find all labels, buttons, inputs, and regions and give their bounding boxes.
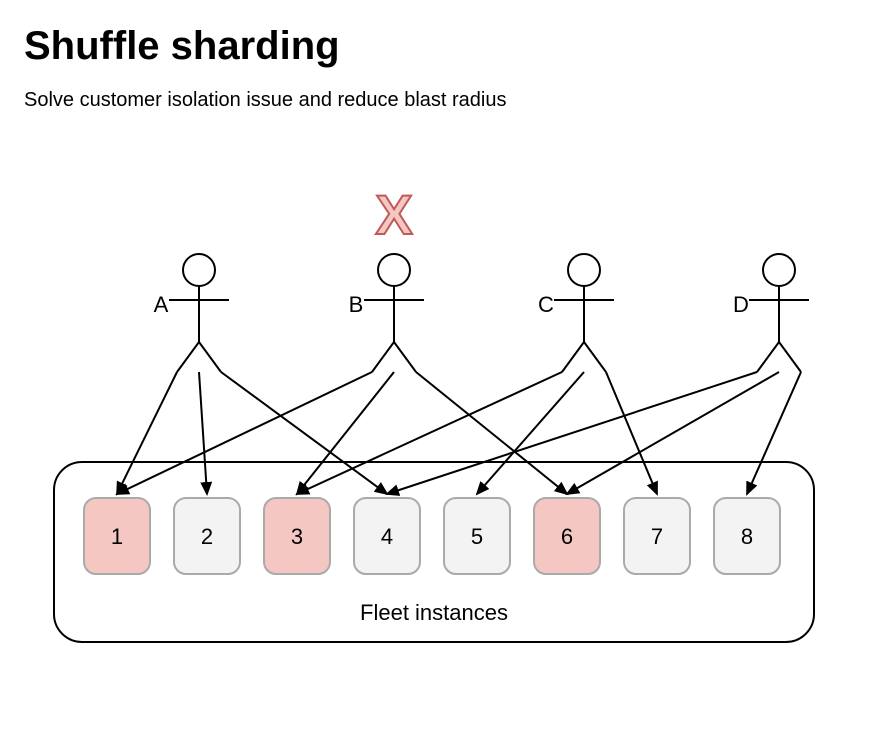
shuffle-sharding-diagram: 12345678Fleet instancesABXCD <box>24 140 860 680</box>
customer-label-B: B <box>349 292 364 317</box>
page-subtitle: Solve customer isolation issue and reduc… <box>24 89 860 112</box>
instance-label-3: 3 <box>291 524 303 549</box>
edge-B-to-6 <box>416 372 567 494</box>
instance-label-6: 6 <box>561 524 573 549</box>
edge-D-to-4 <box>387 372 757 494</box>
edge-D-to-6 <box>567 372 779 494</box>
instance-label-7: 7 <box>651 524 663 549</box>
instance-label-5: 5 <box>471 524 483 549</box>
customer-D: D <box>733 254 809 372</box>
edge-B-to-3 <box>297 372 394 494</box>
customer-B: BX <box>349 183 424 372</box>
customer-label-C: C <box>538 292 554 317</box>
fleet-label: Fleet instances <box>360 600 508 625</box>
instance-label-4: 4 <box>381 524 393 549</box>
edge-A-to-2 <box>199 372 207 494</box>
fail-marker-icon: X <box>375 183 412 246</box>
edge-C-to-7 <box>606 372 657 494</box>
customer-label-D: D <box>733 292 749 317</box>
instance-label-2: 2 <box>201 524 213 549</box>
customer-C: C <box>538 254 614 372</box>
customer-label-A: A <box>154 292 169 317</box>
edge-D-to-8 <box>747 372 801 494</box>
instance-label-8: 8 <box>741 524 753 549</box>
page-title: Shuffle sharding <box>24 24 860 69</box>
edge-A-to-1 <box>117 372 177 494</box>
instance-label-1: 1 <box>111 524 123 549</box>
edge-C-to-3 <box>297 372 562 494</box>
customer-A: A <box>154 254 229 372</box>
